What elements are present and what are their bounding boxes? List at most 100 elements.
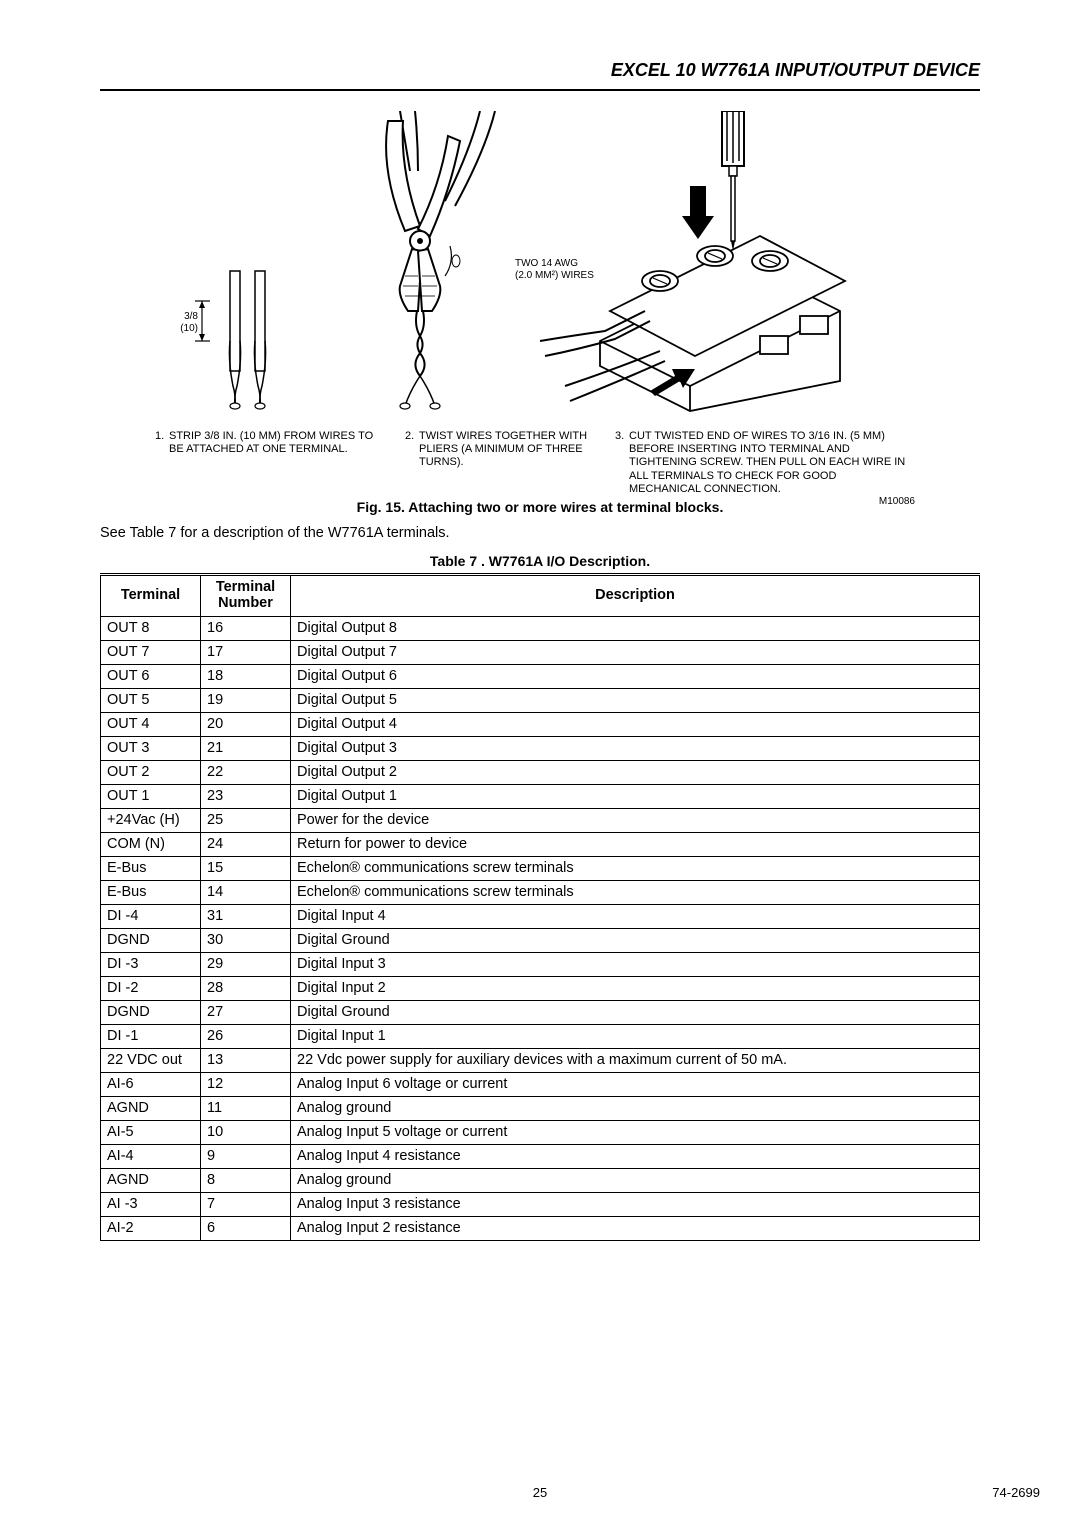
cell-number: 21 [201,736,291,760]
intro-text: See Table 7 for a description of the W77… [100,525,980,541]
cell-terminal: OUT 7 [101,640,201,664]
cell-number: 25 [201,808,291,832]
table-header-row: Terminal Terminal Number Description [101,575,980,617]
wire-label-1: TWO 14 AWG [515,258,578,269]
table-row: AI-510Analog Input 5 voltage or current [101,1120,980,1144]
cell-number: 23 [201,784,291,808]
dim-top: 3/8 [184,311,198,322]
th-description: Description [291,575,980,617]
cell-terminal: OUT 5 [101,688,201,712]
cell-number: 17 [201,640,291,664]
cell-number: 29 [201,952,291,976]
cell-number: 22 [201,760,291,784]
table-row: OUT 519Digital Output 5 [101,688,980,712]
th-number: Terminal Number [201,575,291,617]
step2-group [386,111,495,409]
cell-description: 22 Vdc power supply for auxiliary device… [291,1048,980,1072]
cell-terminal: AGND [101,1096,201,1120]
cell-terminal: AGND [101,1168,201,1192]
table-row: OUT 420Digital Output 4 [101,712,980,736]
cell-number: 14 [201,880,291,904]
caption-2-num: 2. [405,430,419,443]
cell-terminal: DI -2 [101,976,201,1000]
cell-terminal: AI-4 [101,1144,201,1168]
table-row: AI -37Analog Input 3 resistance [101,1192,980,1216]
step3-group: TWO 14 AWG (2.0 MM²) WIRES [515,111,845,411]
cell-number: 9 [201,1144,291,1168]
cell-description: Analog Input 4 resistance [291,1144,980,1168]
cell-description: Digital Output 3 [291,736,980,760]
table-row: AGND8Analog ground [101,1168,980,1192]
cell-description: Digital Output 6 [291,664,980,688]
table-row: AI-49Analog Input 4 resistance [101,1144,980,1168]
diagram-area: 3/8 (10) [100,111,980,481]
cell-terminal: AI -3 [101,1192,201,1216]
cell-terminal: E-Bus [101,880,201,904]
page-footer: 25 74-2699 [100,1485,980,1500]
cell-number: 6 [201,1216,291,1240]
cell-description: Digital Output 1 [291,784,980,808]
cell-terminal: DI -1 [101,1024,201,1048]
caption-3: 3.CUT TWISTED END OF WIRES TO 3/16 IN. (… [615,430,915,508]
mref: M10086 [615,496,915,508]
table-row: COM (N)24Return for power to device [101,832,980,856]
cell-number: 26 [201,1024,291,1048]
table-row: DI -431Digital Input 4 [101,904,980,928]
cell-terminal: OUT 6 [101,664,201,688]
cell-number: 27 [201,1000,291,1024]
cell-number: 30 [201,928,291,952]
dim-bottom: (10) [180,323,198,334]
cell-terminal: DI -3 [101,952,201,976]
table-row: OUT 816Digital Output 8 [101,616,980,640]
cell-description: Digital Input 2 [291,976,980,1000]
page-number: 25 [100,1485,980,1500]
cell-terminal: AI-5 [101,1120,201,1144]
cell-terminal: AI-6 [101,1072,201,1096]
diagram-svg: 3/8 (10) [100,111,980,421]
cell-terminal: OUT 1 [101,784,201,808]
caption-1-text: STRIP 3/8 IN. (10 MM) FROM WIRES TO BE A… [169,430,389,456]
caption-3-text: CUT TWISTED END OF WIRES TO 3/16 IN. (5 … [629,430,909,496]
cell-description: Return for power to device [291,832,980,856]
cell-description: Digital Output 4 [291,712,980,736]
cell-number: 31 [201,904,291,928]
cell-number: 19 [201,688,291,712]
cell-number: 10 [201,1120,291,1144]
cell-number: 7 [201,1192,291,1216]
cell-description: Digital Output 5 [291,688,980,712]
cell-description: Digital Input 3 [291,952,980,976]
cell-terminal: DGND [101,928,201,952]
cell-description: Digital Input 1 [291,1024,980,1048]
page: EXCEL 10 W7761A INPUT/OUTPUT DEVICE 3/8 … [0,0,1080,1528]
cell-description: Analog Input 3 resistance [291,1192,980,1216]
cell-terminal: OUT 4 [101,712,201,736]
table-row: 22 VDC out1322 Vdc power supply for auxi… [101,1048,980,1072]
cell-description: Digital Input 4 [291,904,980,928]
cell-description: Analog Input 2 resistance [291,1216,980,1240]
cell-description: Echelon® communications screw terminals [291,856,980,880]
table-row: E-Bus15Echelon® communications screw ter… [101,856,980,880]
cell-terminal: COM (N) [101,832,201,856]
diagram-captions: 1.STRIP 3/8 IN. (10 MM) FROM WIRES TO BE… [100,430,980,508]
table-row: OUT 618Digital Output 6 [101,664,980,688]
cell-number: 15 [201,856,291,880]
cell-description: Digital Output 7 [291,640,980,664]
cell-description: Analog ground [291,1096,980,1120]
down-arrow-icon [682,186,714,239]
table-row: OUT 222Digital Output 2 [101,760,980,784]
table-row: DI -228Digital Input 2 [101,976,980,1000]
cell-description: Digital Ground [291,1000,980,1024]
table-row: OUT 123Digital Output 1 [101,784,980,808]
cell-terminal: OUT 8 [101,616,201,640]
table-row: AI-612Analog Input 6 voltage or current [101,1072,980,1096]
step1-group: 3/8 (10) [180,271,265,409]
table-row: OUT 321Digital Output 3 [101,736,980,760]
cell-description: Echelon® communications screw terminals [291,880,980,904]
table-row: DGND30Digital Ground [101,928,980,952]
page-header-title: EXCEL 10 W7761A INPUT/OUTPUT DEVICE [100,60,980,81]
table-row: DGND27Digital Ground [101,1000,980,1024]
table-row: OUT 717Digital Output 7 [101,640,980,664]
cell-number: 24 [201,832,291,856]
cell-description: Analog Input 6 voltage or current [291,1072,980,1096]
cell-terminal: 22 VDC out [101,1048,201,1072]
